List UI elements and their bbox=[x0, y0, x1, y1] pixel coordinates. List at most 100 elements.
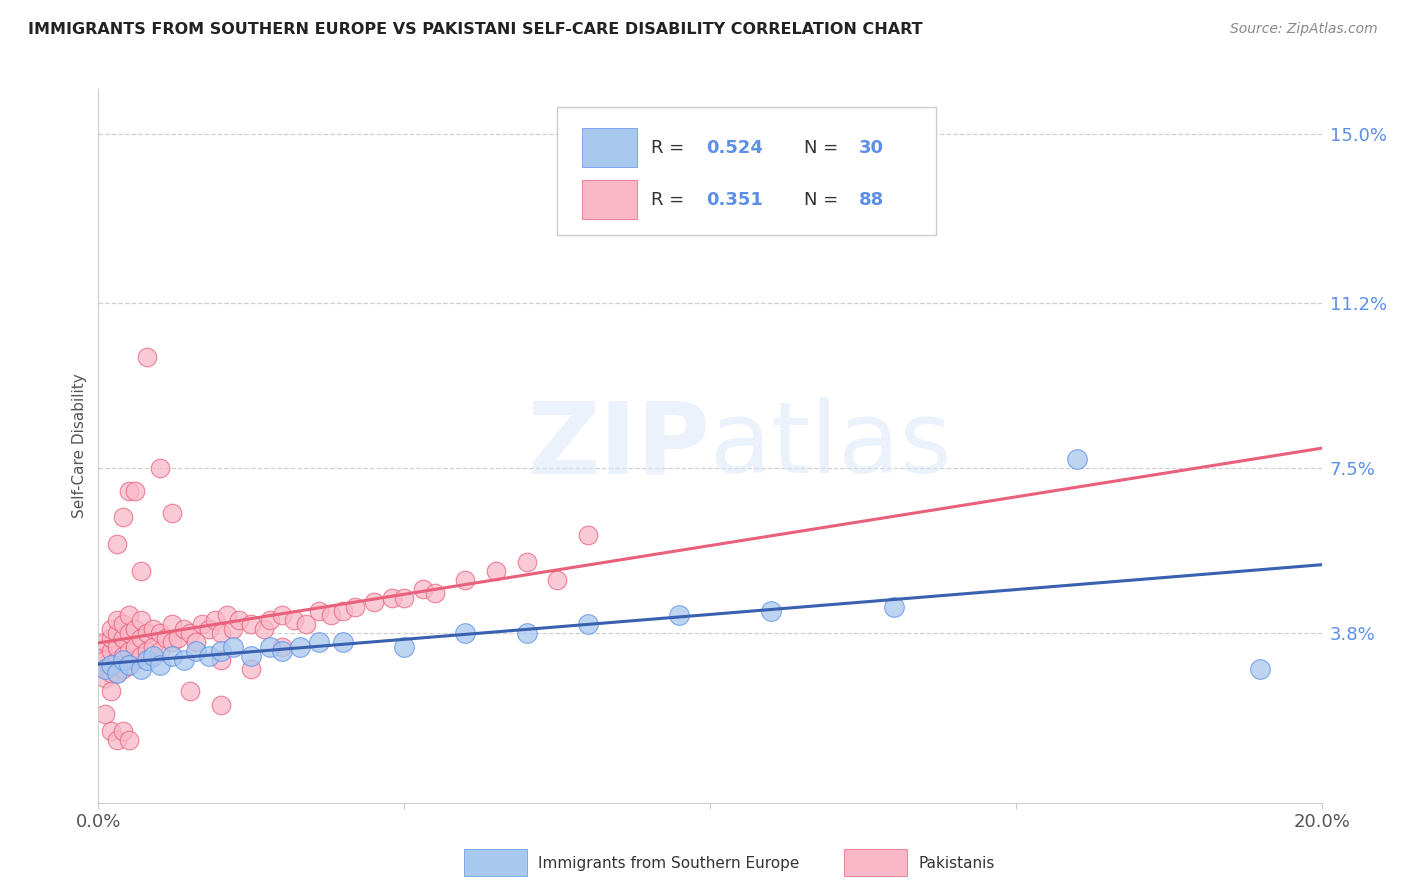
Point bbox=[105, 613, 128, 627]
Point bbox=[160, 635, 183, 649]
Point bbox=[124, 640, 146, 654]
Point bbox=[516, 555, 538, 569]
Point bbox=[111, 631, 134, 645]
Point bbox=[100, 631, 122, 645]
Point bbox=[259, 640, 281, 654]
Point bbox=[290, 640, 312, 654]
Text: Pakistanis: Pakistanis bbox=[918, 856, 994, 871]
Point bbox=[118, 626, 141, 640]
Point bbox=[883, 599, 905, 614]
Text: Immigrants from Southern Europe: Immigrants from Southern Europe bbox=[538, 856, 800, 871]
Point bbox=[240, 662, 263, 676]
Point bbox=[222, 622, 245, 636]
Point bbox=[111, 510, 134, 524]
Point bbox=[100, 657, 122, 672]
Point bbox=[167, 631, 190, 645]
Point bbox=[136, 626, 159, 640]
Point bbox=[93, 653, 115, 667]
Point bbox=[173, 653, 195, 667]
Point bbox=[308, 604, 330, 618]
Point bbox=[111, 653, 134, 667]
Point bbox=[228, 613, 250, 627]
Point bbox=[576, 617, 599, 632]
Point bbox=[93, 635, 115, 649]
Point bbox=[215, 608, 238, 623]
Point bbox=[142, 648, 165, 663]
Text: ZIP: ZIP bbox=[527, 398, 710, 494]
Point bbox=[111, 724, 134, 739]
Point bbox=[118, 733, 141, 747]
Point bbox=[191, 617, 214, 632]
Point bbox=[240, 648, 263, 663]
Point bbox=[105, 640, 128, 654]
Point bbox=[209, 626, 232, 640]
Point bbox=[118, 657, 141, 672]
Point bbox=[259, 613, 281, 627]
Y-axis label: Self-Care Disability: Self-Care Disability bbox=[72, 374, 87, 518]
Point bbox=[295, 617, 318, 632]
Point bbox=[412, 582, 434, 596]
Point bbox=[142, 640, 165, 654]
Point bbox=[149, 644, 172, 658]
Point bbox=[392, 640, 416, 654]
Text: atlas: atlas bbox=[710, 398, 952, 494]
Point bbox=[111, 662, 134, 676]
Point bbox=[186, 644, 208, 658]
Point bbox=[149, 461, 172, 475]
Point bbox=[179, 684, 201, 698]
Point bbox=[100, 724, 122, 739]
FancyBboxPatch shape bbox=[582, 128, 637, 168]
Text: 0.524: 0.524 bbox=[706, 139, 763, 157]
Text: N =: N = bbox=[804, 139, 844, 157]
Text: R =: R = bbox=[651, 191, 690, 209]
Point bbox=[160, 648, 183, 663]
Point bbox=[129, 613, 152, 627]
Point bbox=[270, 644, 292, 658]
Point bbox=[124, 653, 146, 667]
Point bbox=[209, 653, 232, 667]
Point bbox=[93, 662, 115, 676]
Point bbox=[136, 653, 159, 667]
Point bbox=[668, 608, 690, 623]
Point bbox=[179, 626, 201, 640]
Point bbox=[100, 657, 122, 672]
Point bbox=[197, 648, 219, 663]
Point bbox=[93, 648, 115, 663]
Point bbox=[118, 644, 141, 658]
Point bbox=[160, 506, 183, 520]
Point bbox=[576, 528, 599, 542]
Point bbox=[344, 599, 367, 614]
Point bbox=[381, 591, 404, 605]
Point bbox=[546, 573, 568, 587]
Point bbox=[129, 564, 152, 578]
Point bbox=[759, 604, 782, 618]
Point bbox=[129, 648, 152, 663]
Point bbox=[129, 662, 152, 676]
Point bbox=[100, 666, 122, 681]
Point bbox=[173, 622, 195, 636]
Text: Source: ZipAtlas.com: Source: ZipAtlas.com bbox=[1230, 22, 1378, 37]
Point bbox=[209, 698, 232, 712]
Point bbox=[155, 631, 177, 645]
Point bbox=[392, 591, 416, 605]
Text: IMMIGRANTS FROM SOUTHERN EUROPE VS PAKISTANI SELF-CARE DISABILITY CORRELATION CH: IMMIGRANTS FROM SOUTHERN EUROPE VS PAKIS… bbox=[28, 22, 922, 37]
Point bbox=[1066, 452, 1088, 467]
Point bbox=[100, 684, 122, 698]
Point bbox=[129, 631, 152, 645]
Point bbox=[118, 657, 141, 672]
Point bbox=[252, 622, 274, 636]
Point bbox=[142, 622, 165, 636]
Point bbox=[160, 617, 183, 632]
Point bbox=[332, 635, 354, 649]
Point bbox=[454, 626, 477, 640]
Point bbox=[105, 666, 128, 681]
Point bbox=[105, 626, 128, 640]
Point bbox=[105, 733, 128, 747]
Point bbox=[516, 626, 538, 640]
Point bbox=[93, 671, 115, 685]
Point bbox=[270, 640, 292, 654]
Point bbox=[319, 608, 342, 623]
Point bbox=[105, 653, 128, 667]
Point bbox=[197, 622, 219, 636]
Point bbox=[124, 483, 146, 498]
